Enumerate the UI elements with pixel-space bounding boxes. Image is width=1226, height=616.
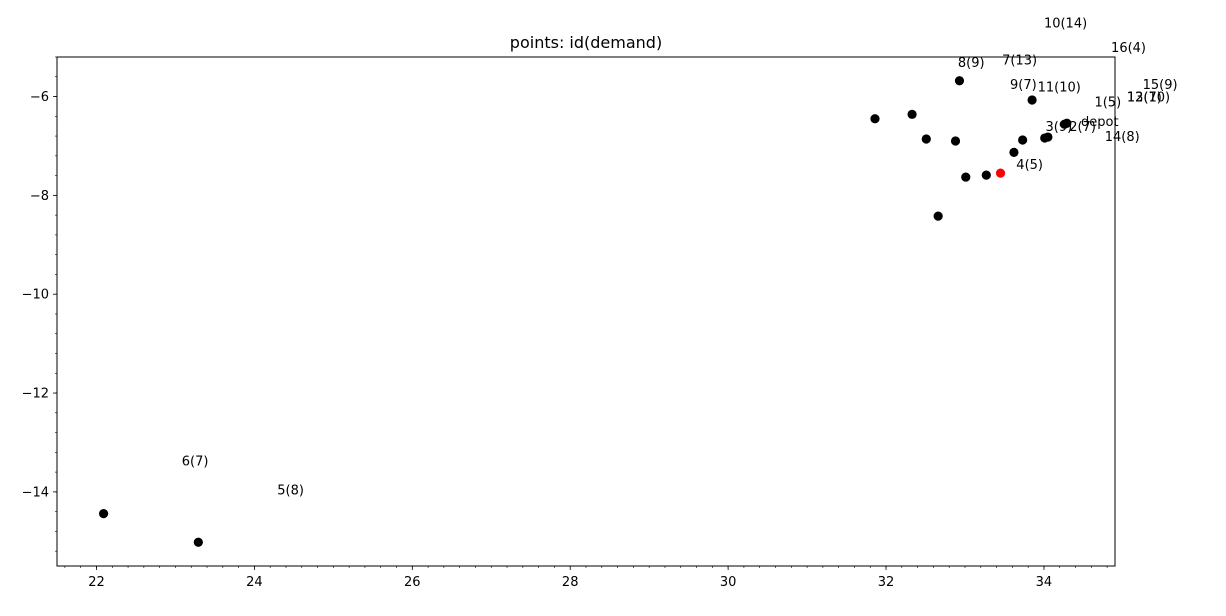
point-label: 2(7): [1069, 120, 1096, 135]
x-tick-label: 30: [720, 575, 737, 590]
point-label: 15(9): [1143, 78, 1178, 93]
y-tick-label: −14: [22, 485, 49, 500]
y-tick-label: −6: [30, 90, 49, 105]
point-label: 1(5): [1094, 95, 1121, 110]
axes-layer: 22 24 26 28 30 32 34 −14 −12 −10 −8 −6: [22, 56, 1108, 590]
scatter-point: [1018, 135, 1028, 145]
point-label: 12(7): [1127, 90, 1162, 105]
scatter-point: [961, 172, 971, 182]
scatter-point: [193, 537, 203, 547]
scatter-point: [1062, 118, 1072, 128]
point-label: 10(14): [1044, 16, 1087, 31]
y-tick-label: −10: [22, 288, 49, 303]
point-label: 8(9): [958, 56, 985, 71]
points-layer: [98, 76, 1072, 547]
scatter-point: [950, 136, 961, 146]
point-label: 3(9): [1046, 120, 1073, 135]
y-tick-label: −8: [30, 189, 49, 204]
x-tick-label: 28: [562, 575, 579, 590]
point-label: 6(7): [182, 455, 209, 470]
scatter-point: [907, 109, 917, 119]
x-tick-label: 32: [878, 575, 895, 590]
point-label: 9(7): [1010, 78, 1037, 93]
scatter-point: [1009, 147, 1019, 157]
scatter-point: [921, 134, 931, 144]
plot-frame: [56, 56, 1116, 567]
labels-layer: 10(14) 16(4) 8(9) 7(13) 15(9) 9(7) 11(10) 14(8)…: [182, 16, 1178, 498]
x-tick-label: 24: [246, 575, 263, 590]
scatter-point: [933, 211, 943, 221]
point-label: 4(5): [1016, 158, 1043, 173]
scatter-point: [981, 170, 991, 180]
x-tick-label: 34: [1036, 575, 1053, 590]
depot-point: [995, 168, 1006, 178]
scatter-point: [98, 509, 109, 519]
point-label: 11(10): [1038, 81, 1081, 96]
scatter-point: [1027, 95, 1037, 105]
chart-title: points: id(demand): [510, 33, 662, 52]
x-tick-label: 22: [88, 575, 105, 590]
scatter-point: [1043, 132, 1053, 142]
point-label: 5(8): [277, 483, 304, 498]
scatter-point: [870, 114, 880, 124]
y-tick-label: −12: [22, 387, 49, 402]
point-label: depot: [1081, 115, 1119, 130]
point-label: 7(13): [1002, 53, 1037, 68]
scatter-point: [954, 76, 965, 86]
point-label: 13(10): [1127, 90, 1170, 105]
point-label: 14(8): [1105, 130, 1140, 145]
point-label: 16(4): [1111, 41, 1146, 56]
x-tick-label: 26: [404, 575, 421, 590]
